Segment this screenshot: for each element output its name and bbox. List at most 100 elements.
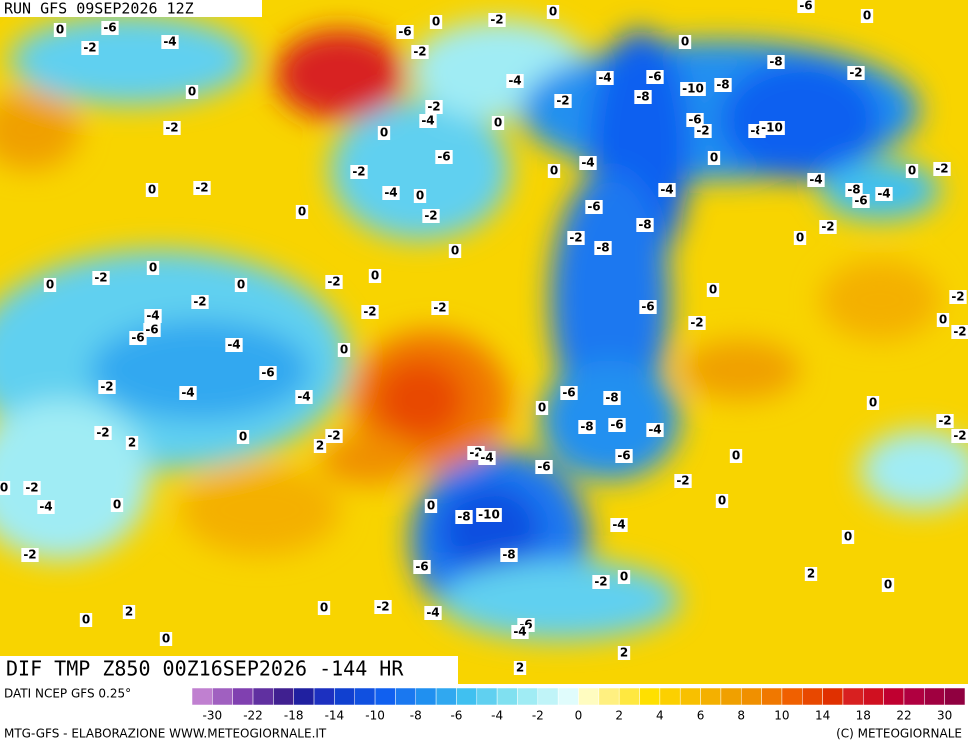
colorbar-swatch: [720, 687, 742, 706]
contour-label: 0: [549, 5, 557, 19]
contour-label-bg: [875, 187, 893, 201]
contour-label: -2: [433, 301, 446, 315]
contour-label-bg: [159, 632, 173, 646]
contour-label-bg: [295, 390, 313, 404]
contour-label: 2: [128, 436, 136, 450]
contour-label: -6: [415, 560, 428, 574]
contour-label: -2: [83, 41, 96, 55]
contour-label: 0: [0, 481, 8, 495]
colorbar-swatch: [537, 687, 559, 706]
contour-label-bg: [98, 380, 116, 394]
contour-label: 0: [56, 23, 64, 37]
contour-label-bg: [374, 600, 392, 614]
contour-label: -2: [490, 13, 503, 27]
contour-label: -4: [297, 390, 310, 404]
contour-label-bg: [936, 313, 950, 327]
contour-label-bg: [325, 275, 343, 289]
colorbar-label: 6: [697, 709, 705, 723]
contour-label-bg: [455, 510, 473, 524]
contour-label: -2: [935, 162, 948, 176]
colorbar-swatch: [883, 687, 905, 706]
run-label: RUN GFS 09SEP2026 12Z: [4, 0, 194, 18]
contour-label: 0: [451, 244, 459, 258]
contour-label: 0: [149, 261, 157, 275]
colorbar-swatch: [761, 687, 783, 706]
contour-label: 0: [239, 430, 247, 444]
contour-label-bg: [125, 436, 139, 450]
contour-label-bg: [706, 283, 720, 297]
colorbar-label: -30: [203, 709, 223, 723]
colorbar-swatch: [618, 687, 640, 706]
contour-label: 0: [82, 613, 90, 627]
contour-label: -8: [638, 218, 651, 232]
contour-label-bg: [686, 113, 704, 127]
field-box: [0, 656, 458, 684]
contour-label: 2: [125, 605, 133, 619]
contour-label-bg: [191, 295, 209, 309]
contour-label-bg: [377, 126, 391, 140]
contour-label-bg: [21, 548, 39, 562]
contour-label-bg: [185, 85, 199, 99]
contour-label-bg: [847, 66, 865, 80]
field-label: DIF TMP Z850 00Z16SEP2026 -144 HR: [6, 657, 404, 681]
contour-label: 0: [416, 189, 424, 203]
contour-label: -4: [809, 173, 822, 187]
colorbar-label: -2: [532, 709, 544, 723]
contour-label: 0: [718, 494, 726, 508]
colorbar-label: 14: [815, 709, 830, 723]
colorbar-swatch: [374, 687, 396, 706]
contour-label-bg: [500, 548, 518, 562]
contour-label: -2: [849, 66, 862, 80]
contour-label-bg: [81, 41, 99, 55]
colorbar-swatch: [273, 687, 294, 706]
contour-label-bg: [546, 5, 560, 19]
contour-label-bg: [236, 430, 250, 444]
contour-label-bg: [759, 121, 785, 135]
contour-label: -2: [352, 165, 365, 179]
colorbar-label: -4: [491, 709, 503, 723]
colorbar: -30 -22 -18 -14 -10 -8 -6 -4 -2 0 2 4 6 8 10 14 18 22 30: [191, 687, 966, 723]
contour-label: 2: [620, 646, 628, 660]
contour-label: -8: [605, 391, 618, 405]
contour-label: -6: [537, 460, 550, 474]
colorbar-label: 2: [615, 709, 623, 723]
contour-label-bg: [396, 25, 414, 39]
contour-label-bg: [578, 420, 596, 434]
contour-label-bg: [476, 508, 502, 522]
contour-label-bg: [424, 606, 442, 620]
contour-label: -4: [513, 625, 526, 639]
colorbar-label: 18: [856, 709, 871, 723]
contour-label-bg: [145, 183, 159, 197]
colorbar-swatch: [415, 687, 437, 706]
contour-label-bg: [585, 200, 603, 214]
contour-label-bg: [234, 278, 248, 292]
contour-label: -8: [769, 55, 782, 69]
contour-label-bg: [143, 323, 161, 337]
contour-label: -6: [562, 386, 575, 400]
contour-label: -8: [636, 90, 649, 104]
colorbar-label: -18: [284, 709, 304, 723]
colorbar-swatch: [395, 687, 417, 706]
contour-label-bg: [547, 164, 561, 178]
colorbar-swatch: [557, 687, 579, 706]
contour-label: -8: [847, 183, 860, 197]
contour-label-bg: [491, 116, 505, 130]
contour-label: -4: [508, 74, 521, 88]
contour-label-bg: [146, 261, 160, 275]
contour-label-bg: [592, 575, 610, 589]
contour-label: 0: [427, 499, 435, 513]
contour-label-bg: [852, 194, 870, 208]
contour-label-bg: [295, 205, 309, 219]
colorbar-label: -6: [450, 709, 462, 723]
contour-label-bg: [646, 423, 664, 437]
contour-label-bg: [511, 625, 529, 639]
colorbar-swatch: [313, 687, 335, 706]
contour-label: 0: [432, 15, 440, 29]
contour-label: -2: [165, 121, 178, 135]
contour-label: -2: [327, 275, 340, 289]
contour-label: -2: [100, 380, 113, 394]
contour-label-bg: [804, 567, 818, 581]
contour-label: -10: [478, 508, 500, 522]
contour-label: -4: [146, 309, 159, 323]
colorbar-label: -14: [325, 709, 345, 723]
